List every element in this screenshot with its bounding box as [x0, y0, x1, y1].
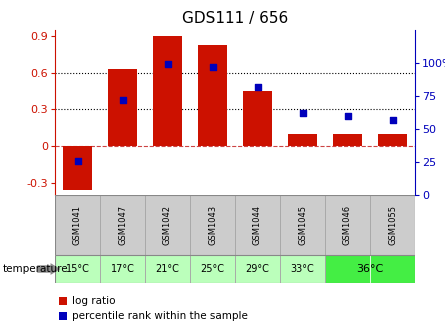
Point — [254, 84, 261, 89]
Bar — [325, 255, 370, 283]
Text: GSM1043: GSM1043 — [208, 205, 217, 245]
Point — [164, 61, 171, 67]
Bar — [288, 134, 317, 146]
Text: GSM1042: GSM1042 — [163, 205, 172, 245]
Text: 21°C: 21°C — [156, 264, 179, 274]
Bar — [370, 255, 415, 283]
Point — [344, 113, 351, 119]
Text: GSM1047: GSM1047 — [118, 205, 127, 245]
Text: temperature: temperature — [2, 264, 68, 274]
Bar — [153, 36, 182, 146]
Text: GSM1041: GSM1041 — [73, 205, 82, 245]
Point — [389, 117, 396, 122]
Bar — [198, 45, 227, 146]
Text: 17°C: 17°C — [110, 264, 134, 274]
Text: GSM1045: GSM1045 — [298, 205, 307, 245]
Bar — [378, 134, 407, 146]
Bar — [190, 195, 235, 255]
Bar — [333, 134, 362, 146]
Bar — [243, 91, 272, 146]
Text: 29°C: 29°C — [246, 264, 269, 274]
Bar — [100, 195, 145, 255]
Bar — [235, 195, 280, 255]
Bar — [108, 69, 137, 146]
Bar — [190, 255, 235, 283]
Bar — [280, 255, 325, 283]
Point — [119, 97, 126, 103]
Bar — [145, 195, 190, 255]
Bar — [55, 255, 100, 283]
Text: log ratio: log ratio — [72, 296, 115, 306]
Text: 33°C: 33°C — [291, 264, 314, 274]
Bar — [325, 195, 370, 255]
Bar — [280, 195, 325, 255]
Bar — [63, 146, 92, 190]
Bar — [370, 195, 415, 255]
Point — [74, 158, 81, 163]
Title: GDS111 / 656: GDS111 / 656 — [182, 11, 288, 26]
Point — [209, 64, 216, 70]
Text: GSM1044: GSM1044 — [253, 205, 262, 245]
Text: percentile rank within the sample: percentile rank within the sample — [72, 311, 247, 321]
Text: GSM1046: GSM1046 — [343, 205, 352, 245]
Bar — [100, 255, 145, 283]
Bar — [55, 195, 100, 255]
Text: GSM1055: GSM1055 — [388, 205, 397, 245]
Point — [299, 111, 306, 116]
Bar — [145, 255, 190, 283]
Text: 15°C: 15°C — [65, 264, 89, 274]
Bar — [235, 255, 280, 283]
Text: 36°C: 36°C — [356, 264, 384, 274]
Text: 25°C: 25°C — [201, 264, 224, 274]
